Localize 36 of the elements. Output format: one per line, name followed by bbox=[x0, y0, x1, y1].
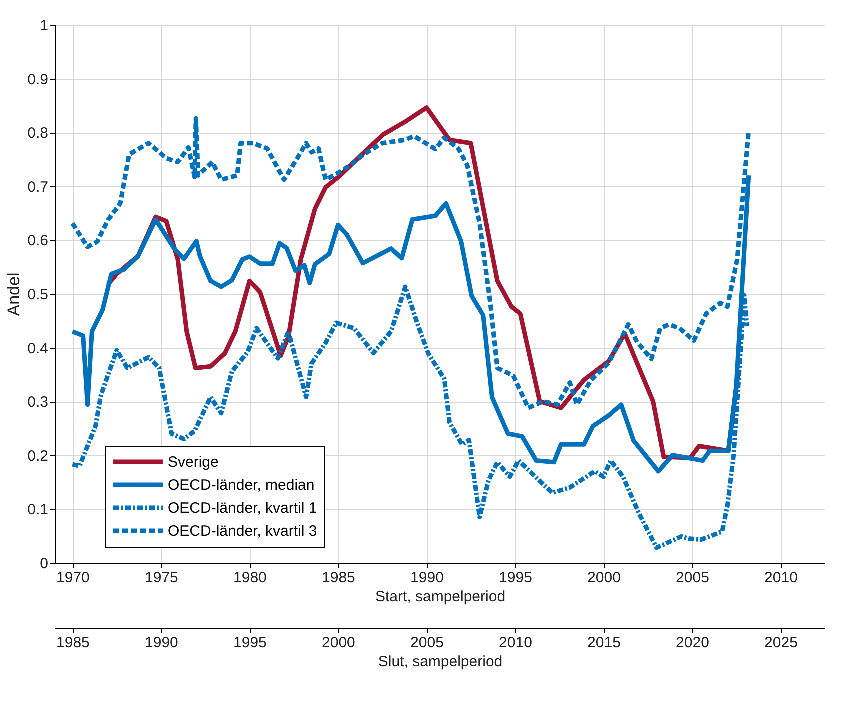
y-tick-label: 0 bbox=[40, 556, 48, 572]
y-axis-title: Andel bbox=[4, 272, 24, 316]
x-tick-label: 1995 bbox=[499, 570, 532, 586]
y-tick-label: 0.8 bbox=[28, 125, 48, 142]
x-tick-label: 1975 bbox=[145, 570, 178, 586]
legend-label: OECD-länder, median bbox=[168, 477, 315, 494]
y-tick-label: 0.6 bbox=[28, 232, 48, 250]
x-tick-label: 2010 bbox=[764, 570, 798, 586]
y-tick-label: 0.4 bbox=[28, 340, 48, 358]
x-tick-label: 2005 bbox=[676, 570, 710, 586]
x-axis-title: Start, sampelperiod bbox=[375, 588, 506, 606]
x2-tick-label: 1985 bbox=[56, 634, 90, 652]
x-tick-label: 1980 bbox=[234, 570, 267, 586]
legend-label: OECD-länder, kvartil 1 bbox=[168, 500, 318, 517]
x-tick-label: 1990 bbox=[410, 570, 444, 586]
y-tick-label: 0.2 bbox=[28, 448, 48, 465]
x2-tick-label: 2010 bbox=[499, 634, 532, 652]
legend-label: OECD-länder, kvartil 3 bbox=[168, 523, 318, 540]
y-tick-label: 0.7 bbox=[28, 178, 48, 196]
x2-tick-label: 2025 bbox=[764, 634, 798, 652]
y-tick-label: 0.1 bbox=[28, 502, 48, 519]
x2-axis-title: Slut, sampelperiod bbox=[378, 654, 503, 670]
x2-tick-label: 1995 bbox=[234, 634, 267, 652]
x2-tick-label: 2005 bbox=[410, 634, 444, 652]
y-tick-label: 1 bbox=[40, 18, 48, 34]
x2-tick-label: 2020 bbox=[676, 634, 710, 652]
x2-tick-label: 2000 bbox=[322, 634, 356, 652]
x2-tick-label: 2015 bbox=[588, 634, 621, 652]
x-tick-label: 2000 bbox=[588, 570, 621, 586]
legend-label: Sverige bbox=[168, 454, 219, 471]
x-tick-label: 1970 bbox=[56, 570, 90, 586]
x2-tick-label: 1990 bbox=[145, 634, 178, 652]
y-tick-label: 0.3 bbox=[28, 394, 48, 412]
x-tick-label: 1985 bbox=[322, 570, 356, 586]
y-tick-label: 0.5 bbox=[28, 286, 48, 304]
y-tick-label: 0.9 bbox=[28, 71, 48, 88]
